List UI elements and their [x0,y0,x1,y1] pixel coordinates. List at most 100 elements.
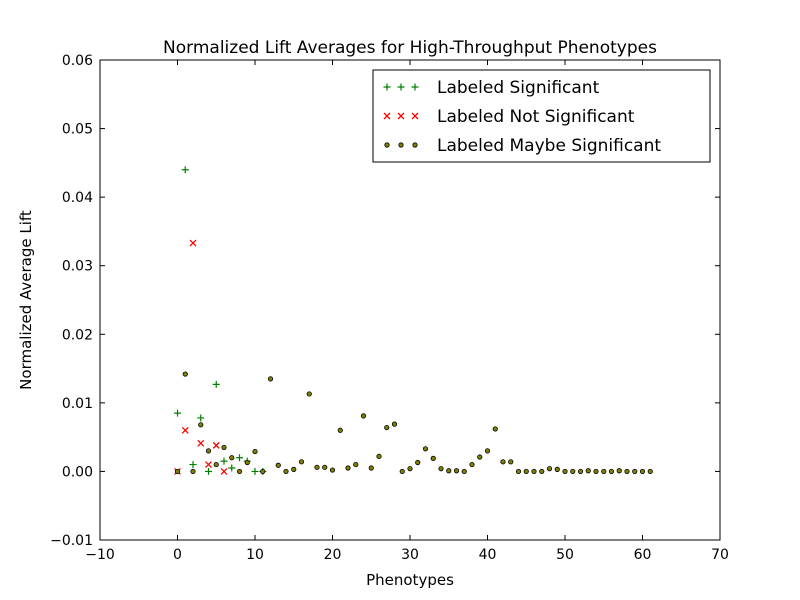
data-point [539,468,545,475]
data-point [291,466,297,472]
data-point [608,468,615,475]
data-point [453,468,460,474]
data-point [345,465,351,471]
data-point [570,468,576,475]
y-axis-label: Normalized Average Lift [17,210,35,390]
x-tick-label: 0 [173,547,182,563]
data-point [189,461,197,469]
data-point [469,461,475,468]
data-point [329,467,336,473]
data-point [260,468,266,475]
data-point [197,439,205,447]
x-tick-label: 40 [479,547,497,563]
data-point [546,466,553,472]
legend-marker [383,112,391,120]
data-point [562,468,568,475]
chart-title: Normalized Lift Averages for High-Throug… [163,38,657,58]
x-tick-label: 70 [711,547,729,563]
legend-item: Labeled Not Significant [383,107,635,127]
data-point [182,371,188,377]
x-tick-label: 60 [634,547,652,563]
y-tick-label: 0.03 [62,259,93,275]
data-point [220,467,228,475]
legend-marker [411,83,419,91]
data-point [212,380,220,388]
legend-label: Labeled Maybe Significant [437,136,661,156]
data-point [360,413,367,419]
data-point [283,468,289,475]
x-axis: −10 0 10 20 30 40 50 60 70 [85,60,729,563]
data-point [322,464,328,470]
data-point [174,409,181,417]
data-point [632,468,638,475]
legend-marker [383,83,391,91]
data-point [384,424,390,431]
data-point [508,459,514,465]
x-tick-label: −10 [85,547,115,563]
data-point [484,448,491,454]
data-point [306,391,312,397]
data-point [251,467,259,475]
data-points [174,166,653,475]
data-point [593,468,599,475]
series-x [174,239,228,475]
data-point [236,468,243,475]
data-point [267,376,274,382]
data-point [314,464,320,470]
y-tick-label: −0.01 [50,533,93,549]
data-point [477,454,483,460]
legend-marker [398,142,404,148]
data-point [221,444,227,451]
data-point [190,468,196,475]
data-point [415,459,421,466]
data-point [298,459,305,465]
data-point [212,441,220,449]
data-point [446,468,452,474]
data-point [228,464,236,472]
data-point [275,462,281,468]
data-point [198,422,204,428]
data-point [399,468,405,475]
legend-marker [397,83,405,91]
data-point [376,453,382,459]
y-tick-label: 0.02 [62,327,93,343]
data-point [205,461,212,469]
data-point [236,454,243,462]
data-point [624,468,630,475]
data-point [229,455,235,461]
data-point [647,468,653,475]
data-point [422,446,429,452]
data-point [461,468,467,475]
legend-label: Labeled Significant [437,78,600,98]
data-point [407,466,413,472]
legend-marker [384,142,390,148]
legend-frame [372,69,711,163]
y-tick-label: 0.06 [62,53,93,69]
series-plus [174,166,267,475]
y-axis: −0.01 0.00 0.01 0.02 0.03 0.04 0.05 0.06 [50,53,720,549]
y-tick-label: 0.05 [62,122,93,138]
legend-marker [412,142,418,148]
data-point [554,466,560,472]
data-point [244,459,250,466]
legend-label: Labeled Not Significant [437,107,635,127]
data-point [353,461,359,468]
data-point [174,468,181,475]
x-tick-label: 50 [556,547,574,563]
data-point [585,468,591,474]
data-point [189,239,197,247]
data-point [213,461,219,468]
legend-marker [397,112,405,120]
y-tick-label: 0.01 [62,396,93,412]
legend-item: Labeled Significant [383,78,600,98]
data-point [368,465,374,471]
data-point [616,468,622,474]
x-tick-label: 20 [324,547,342,563]
data-point [391,421,398,427]
data-point [500,459,506,465]
x-tick-label: 30 [401,547,419,563]
data-point [515,468,522,475]
data-point [438,466,444,472]
data-point [639,468,646,475]
data-point [430,455,436,461]
